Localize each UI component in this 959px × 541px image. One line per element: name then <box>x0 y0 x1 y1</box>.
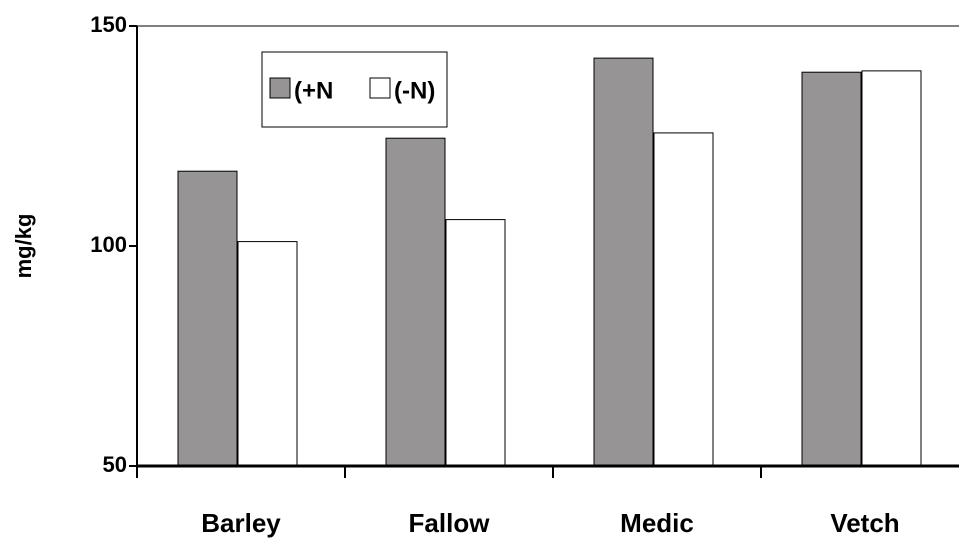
x-tick-label: Barley <box>201 508 281 538</box>
y-tick-label: 100 <box>90 232 127 257</box>
legend-label: (+N <box>294 77 333 104</box>
bar <box>593 57 654 467</box>
bar <box>861 70 922 467</box>
bar <box>801 71 862 467</box>
legend-box <box>261 51 448 128</box>
y-tick-label: 50 <box>103 452 127 477</box>
bar <box>385 137 446 467</box>
x-tick-label: Vetch <box>830 508 899 538</box>
bar <box>177 170 238 467</box>
y-axis-label: mg/kg <box>11 214 36 279</box>
y-tick-label: 150 <box>90 12 127 37</box>
bar <box>445 219 506 467</box>
legend-swatch <box>369 77 391 99</box>
bar <box>237 241 298 467</box>
x-tick-label: Medic <box>620 508 694 538</box>
x-tick-label: Fallow <box>409 508 491 538</box>
legend-label: (-N) <box>394 77 435 104</box>
legend-swatch <box>269 77 291 99</box>
bar <box>653 132 714 467</box>
